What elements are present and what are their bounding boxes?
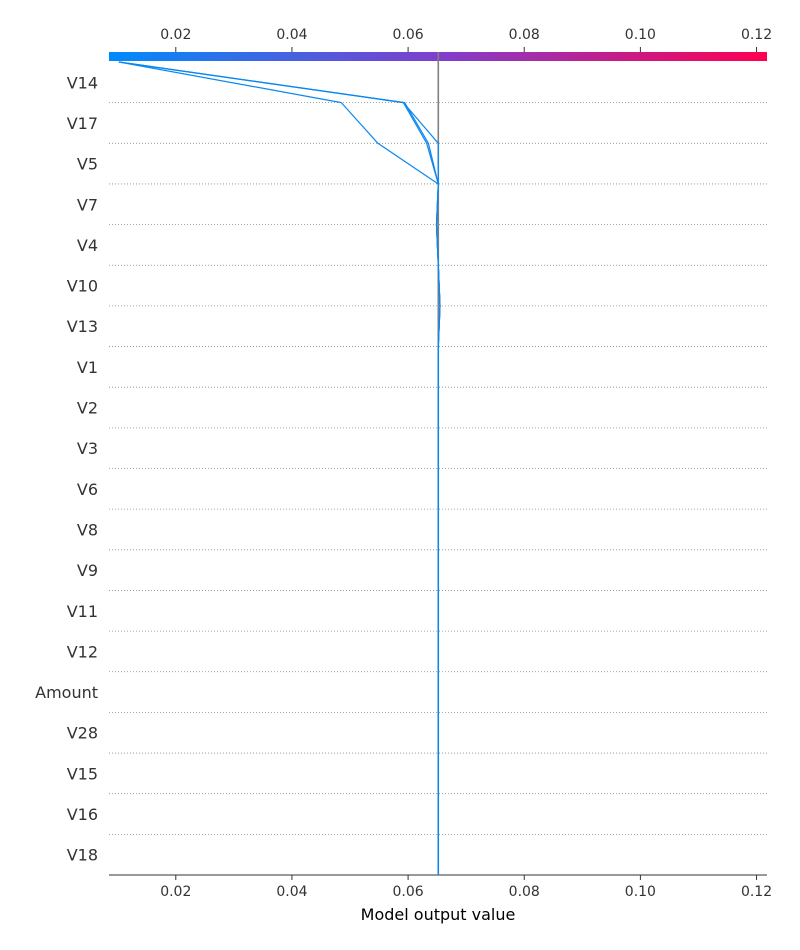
feature-label: V6 [77,480,98,499]
x-axis-title: Model output value [361,905,516,924]
x-tick-label-bottom: 0.08 [509,884,540,900]
x-tick-label-top: 0.02 [160,27,191,43]
x-tick-label-bottom: 0.10 [625,884,656,900]
labels: 0.02 0.02 0.04 0.04 0.06 0.06 0.08 0.08 0.10 0.10… [35,27,772,900]
x-tick-label-top: 0.08 [509,27,540,43]
decision-line [118,61,441,875]
feature-label: V1 [77,358,98,377]
feature-label: V7 [77,195,98,214]
feature-label: V18 [67,846,98,865]
x-tick-label-bottom: 0.12 [741,884,772,900]
x-tick-label-top: 0.10 [625,27,656,43]
feature-label: V16 [67,805,98,824]
feature-label: V17 [67,114,98,133]
feature-label: V8 [77,520,98,539]
x-tick-label-bottom: 0.04 [276,884,307,900]
decision-lines [118,61,441,875]
x-tick-label-top: 0.12 [741,27,772,43]
feature-label: V28 [67,724,98,743]
x-tick-label-top: 0.06 [393,27,424,43]
feature-label: V12 [67,642,98,661]
feature-label: V5 [77,155,98,174]
feature-label: Amount [35,683,98,702]
x-tick-label-bottom: 0.06 [393,884,424,900]
feature-label: V14 [67,73,98,92]
feature-label: V11 [67,602,98,621]
feature-label: V9 [77,561,98,580]
feature-label: V3 [77,439,98,458]
x-tick-label-top: 0.04 [276,27,307,43]
feature-label: V15 [67,764,98,783]
x-tick-label-bottom: 0.02 [160,884,191,900]
feature-label: V2 [77,399,98,418]
feature-label: V13 [67,317,98,336]
feature-label: V4 [77,236,98,255]
feature-label: V10 [67,277,98,296]
